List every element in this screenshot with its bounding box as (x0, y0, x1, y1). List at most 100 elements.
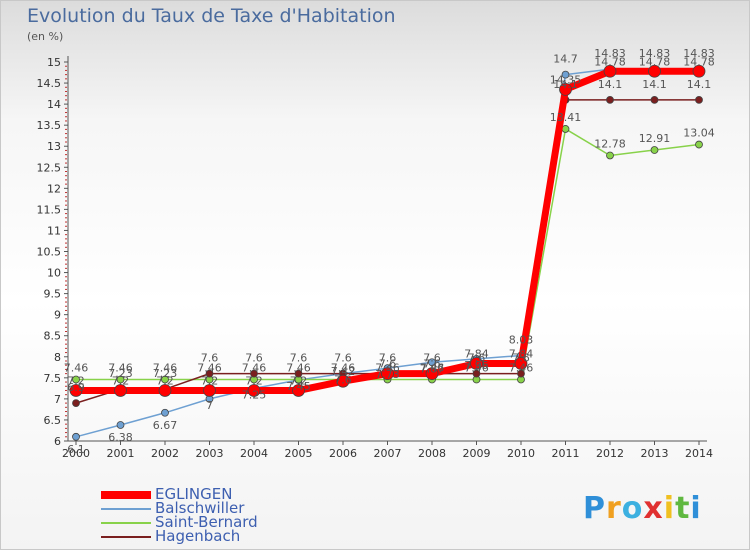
data-label: 7.46 (509, 362, 534, 375)
data-label: 6.9 (67, 381, 85, 394)
y-tick-label: 9 (54, 309, 61, 322)
y-tick-label: 8.5 (44, 330, 62, 343)
data-label: 7.46 (331, 362, 356, 375)
data-label: 7.46 (464, 362, 489, 375)
x-tick-label: 2012 (596, 447, 624, 460)
data-label: 6.38 (108, 431, 133, 444)
x-tick-label: 2008 (418, 447, 446, 460)
data-label: 14.78 (683, 55, 715, 68)
data-label: 14.1 (553, 78, 578, 91)
data-point (428, 358, 436, 367)
data-label: 7.46 (64, 362, 89, 375)
data-label: 14.35 (550, 73, 582, 86)
data-label: 14.78 (639, 55, 671, 68)
y-tick-label: 12.5 (37, 161, 62, 174)
data-label: 7.46 (375, 362, 400, 375)
data-label: 7.6 (423, 352, 441, 365)
x-tick-label: 2011 (552, 447, 580, 460)
data-label: 7.95 (464, 359, 489, 372)
data-point (161, 375, 169, 384)
data-label: 12.78 (594, 137, 626, 150)
legend-label: Balschwiller (155, 499, 245, 517)
data-point (116, 375, 125, 384)
data-label: 7.2 (112, 374, 130, 387)
x-tick-label: 2005 (285, 447, 313, 460)
legend-label: Hagenbach (155, 527, 241, 545)
data-label: 7.45 (286, 380, 311, 393)
data-label: 7 (206, 399, 213, 412)
data-label: 7.46 (197, 362, 222, 375)
data-label: 7.2 (201, 374, 219, 387)
data-label: 7.84 (509, 348, 534, 361)
y-tick-label: 15 (47, 56, 61, 69)
data-point (603, 64, 617, 78)
data-label: 14.7 (553, 53, 578, 66)
data-point (692, 64, 706, 78)
data-point (514, 357, 528, 370)
x-tick-label: 2001 (107, 447, 135, 460)
x-tick-label: 2009 (463, 447, 491, 460)
legend-label: Saint-Bernard (155, 513, 258, 531)
data-label: 7.6 (379, 352, 397, 365)
data-point (336, 374, 350, 388)
x-tick-label: 2006 (329, 447, 357, 460)
y-tick-label: 14 (47, 98, 61, 111)
x-tick-label: 2014 (685, 447, 713, 460)
data-label: 7.84 (464, 348, 489, 361)
data-label: 14.78 (594, 55, 626, 68)
data-point (559, 82, 572, 96)
data-label: 7.6 (201, 352, 219, 365)
y-tick-label: 8 (54, 351, 61, 364)
data-label: 7.87 (420, 362, 445, 375)
logo-letter: r (606, 491, 622, 526)
data-label: 7.46 (286, 362, 311, 375)
data-point (294, 369, 303, 378)
y-axis-label: (en %) (27, 30, 64, 43)
data-point (695, 140, 703, 149)
x-tick-label: 2013 (641, 447, 669, 460)
data-point (69, 384, 83, 397)
logo-letter: i (690, 491, 702, 526)
series-line-eglingen (76, 67, 699, 394)
data-label: 7.6 (423, 358, 441, 371)
logo-letter: t (675, 491, 691, 526)
series-line-saint-bernard (76, 128, 700, 381)
data-label: 7.6 (512, 352, 530, 365)
logo-letter: o (621, 491, 644, 526)
x-tick-label: 2002 (151, 447, 179, 460)
data-label: 7.73 (375, 368, 400, 381)
data-label: 6.67 (153, 419, 178, 432)
y-tick-label: 13.5 (37, 119, 62, 132)
data-label: 6.1 (67, 443, 85, 456)
data-label: 14.83 (639, 47, 671, 60)
data-label: 12.91 (639, 132, 671, 145)
data-label: 8.03 (509, 334, 534, 347)
data-label: 14.1 (598, 78, 623, 91)
logo-letter: i (663, 491, 676, 526)
data-label: 7.2 (67, 374, 85, 387)
logo-letter: x (643, 491, 664, 526)
data-point (425, 367, 439, 381)
data-label: 14.1 (642, 78, 667, 91)
y-tick-label: 12 (47, 182, 61, 195)
data-label: 7.6 (334, 352, 352, 365)
data-point (161, 408, 169, 417)
y-tick-label: 9.5 (44, 288, 62, 301)
data-point (114, 384, 127, 397)
y-tick-label: 7.5 (44, 372, 62, 385)
data-label: 7.2 (245, 374, 263, 387)
legend-label: EGLINGEN (155, 485, 233, 503)
data-label: 14.1 (687, 78, 712, 91)
data-label: 7.6 (468, 352, 486, 365)
data-point (561, 70, 570, 79)
data-label: 7.2 (290, 374, 308, 387)
data-point (292, 384, 305, 397)
data-label: 7.6 (245, 352, 263, 365)
data-label: 7.46 (153, 362, 178, 375)
x-tick-label: 2000 (62, 447, 90, 460)
data-point (116, 421, 125, 429)
data-label: 7.25 (242, 388, 267, 401)
y-tick-label: 11 (47, 224, 61, 237)
